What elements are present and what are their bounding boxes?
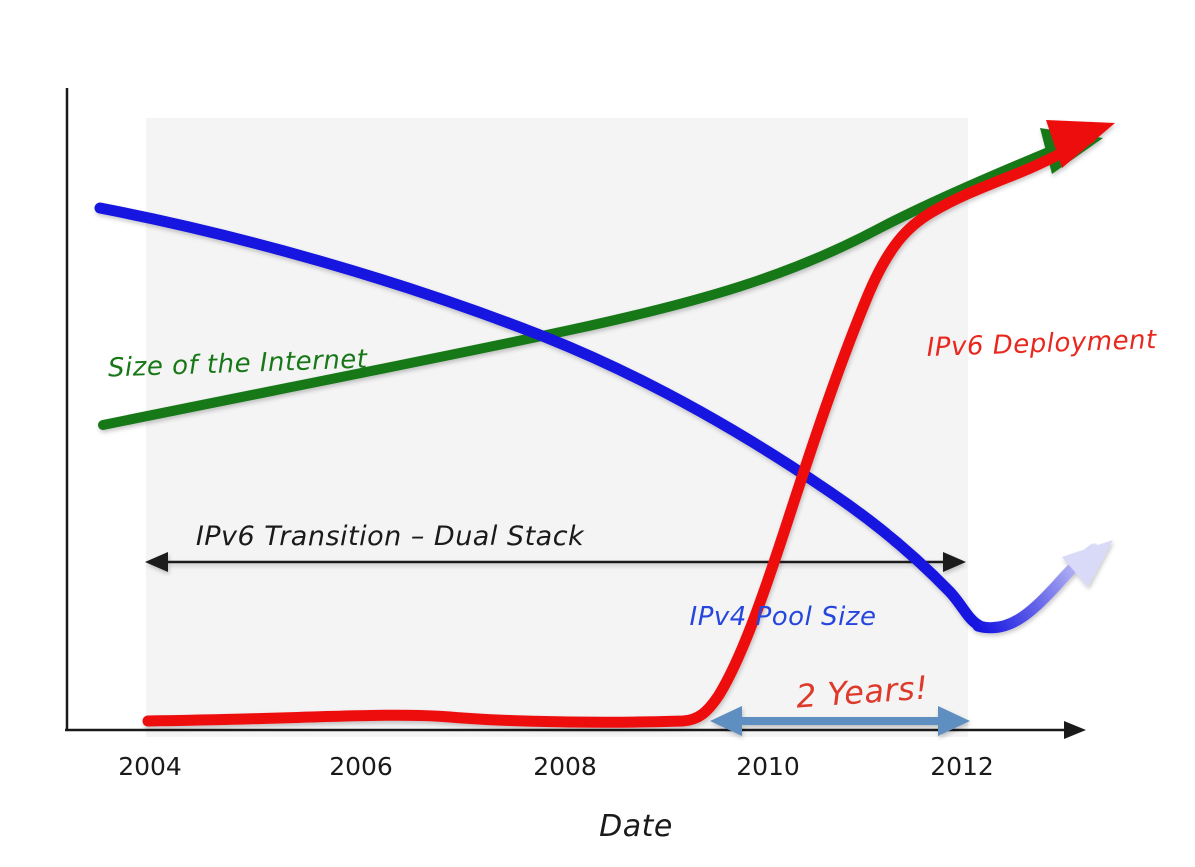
transition-arrow-left-head-icon xyxy=(145,552,168,572)
label-ipv4-pool-size: IPv4 Pool Size xyxy=(690,602,877,632)
x-tick-2012: 2012 xyxy=(930,752,994,781)
series-line-ipv6-deployment xyxy=(142,132,1096,728)
label-two-years: 2 Years! xyxy=(795,668,930,715)
series-line-size-of-internet xyxy=(98,134,1085,430)
two-years-arrow-right-head-icon xyxy=(938,706,970,736)
series-line-ipv4-pool xyxy=(94,202,986,632)
red-arrowhead-icon xyxy=(1046,120,1115,168)
two-years-double-arrow xyxy=(710,706,970,736)
x-tick-2008: 2008 xyxy=(533,752,597,781)
curves xyxy=(94,120,1115,728)
transition-double-arrow xyxy=(145,552,966,572)
faded-blue-arrowhead-icon xyxy=(1062,540,1113,587)
x-tick-labels: 2004 2006 2008 2010 2012 xyxy=(118,752,994,781)
x-tick-2006: 2006 xyxy=(329,752,393,781)
x-tick-2010: 2010 xyxy=(736,752,800,781)
axes xyxy=(65,88,1086,739)
dual-stack-shaded-region xyxy=(146,118,968,737)
label-ipv6-transition: IPv6 Transition – Dual Stack xyxy=(196,521,585,552)
two-years-arrow-left-head-icon xyxy=(710,706,742,736)
transition-arrow-right-head-icon xyxy=(943,552,966,572)
x-axis-title: Date xyxy=(599,809,673,844)
x-axis-arrowhead-icon xyxy=(1064,721,1086,739)
x-tick-2004: 2004 xyxy=(118,752,182,781)
